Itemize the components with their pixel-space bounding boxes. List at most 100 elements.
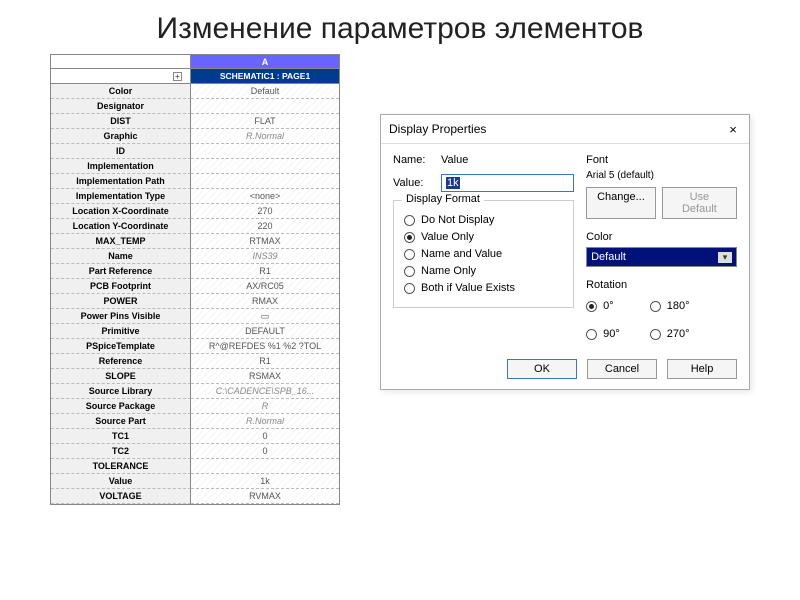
font-value: Arial 5 (default) bbox=[586, 170, 737, 181]
table-row[interactable]: MAX_TEMPRTMAX bbox=[51, 234, 339, 249]
schematic-expand-cell[interactable]: + bbox=[51, 69, 191, 84]
color-label: Color bbox=[586, 231, 737, 243]
property-name: Color bbox=[51, 84, 191, 99]
table-row[interactable]: Power Pins Visible▭ bbox=[51, 309, 339, 324]
property-value[interactable]: R1 bbox=[191, 264, 339, 279]
table-row[interactable]: ID bbox=[51, 144, 339, 159]
property-name: Implementation Path bbox=[51, 174, 191, 189]
property-value[interactable]: R^@REFDES %1 %2 ?TOL bbox=[191, 339, 339, 354]
table-row[interactable]: PrimitiveDEFAULT bbox=[51, 324, 339, 339]
ok-button[interactable]: OK bbox=[507, 359, 577, 379]
table-row[interactable]: Source PackageR bbox=[51, 399, 339, 414]
table-row[interactable]: Value1k bbox=[51, 474, 339, 489]
table-row[interactable]: TC20 bbox=[51, 444, 339, 459]
rotation-option[interactable]: 0° bbox=[586, 300, 620, 312]
table-row[interactable]: Location Y-Coordinate220 bbox=[51, 219, 339, 234]
radio-label: Both if Value Exists bbox=[421, 282, 515, 294]
table-row[interactable]: Part ReferenceR1 bbox=[51, 264, 339, 279]
property-value[interactable] bbox=[191, 159, 339, 174]
property-value[interactable]: <none> bbox=[191, 189, 339, 204]
rotation-option[interactable]: 180° bbox=[650, 300, 690, 312]
table-row[interactable]: SLOPERSMAX bbox=[51, 369, 339, 384]
expand-icon[interactable]: + bbox=[173, 72, 182, 81]
table-row[interactable]: DISTFLAT bbox=[51, 114, 339, 129]
property-value[interactable]: R.Normal bbox=[191, 414, 339, 429]
cancel-button[interactable]: Cancel bbox=[587, 359, 657, 379]
table-row[interactable]: ReferenceR1 bbox=[51, 354, 339, 369]
display-format-option[interactable]: Name and Value bbox=[404, 248, 563, 260]
property-value[interactable]: R1 bbox=[191, 354, 339, 369]
property-name: TC2 bbox=[51, 444, 191, 459]
display-format-option[interactable]: Do Not Display bbox=[404, 214, 563, 226]
property-name: Implementation Type bbox=[51, 189, 191, 204]
change-font-button[interactable]: Change... bbox=[586, 187, 656, 219]
display-format-option[interactable]: Value Only bbox=[404, 231, 563, 243]
table-row[interactable]: Implementation bbox=[51, 159, 339, 174]
rotation-option[interactable]: 90° bbox=[586, 328, 620, 340]
property-name: Implementation bbox=[51, 159, 191, 174]
table-row[interactable]: PSpiceTemplateR^@REFDES %1 %2 ?TOL bbox=[51, 339, 339, 354]
property-name: Primitive bbox=[51, 324, 191, 339]
property-value[interactable]: DEFAULT bbox=[191, 324, 339, 339]
table-row[interactable]: GraphicR.Normal bbox=[51, 129, 339, 144]
property-value[interactable]: ▭ bbox=[191, 309, 339, 324]
table-row[interactable]: TOLERANCE bbox=[51, 459, 339, 474]
property-value[interactable] bbox=[191, 99, 339, 114]
table-row[interactable]: Implementation Path bbox=[51, 174, 339, 189]
property-value[interactable]: AX/RC05 bbox=[191, 279, 339, 294]
radio-label: 90° bbox=[603, 328, 620, 340]
table-row[interactable]: POWERRMAX bbox=[51, 294, 339, 309]
schematic-header[interactable]: SCHEMATIC1 : PAGE1 bbox=[191, 69, 339, 84]
property-value[interactable]: 220 bbox=[191, 219, 339, 234]
table-row[interactable]: VOLTAGERVMAX bbox=[51, 489, 339, 504]
rotation-option[interactable]: 270° bbox=[650, 328, 690, 340]
property-name: Source Package bbox=[51, 399, 191, 414]
property-value[interactable]: INS39 bbox=[191, 249, 339, 264]
name-label: Name: bbox=[393, 154, 435, 166]
property-value[interactable] bbox=[191, 174, 339, 189]
display-format-option[interactable]: Both if Value Exists bbox=[404, 282, 563, 294]
table-row[interactable]: TC10 bbox=[51, 429, 339, 444]
property-name: PSpiceTemplate bbox=[51, 339, 191, 354]
property-value[interactable]: C:\CADENCE\SPB_16... bbox=[191, 384, 339, 399]
radio-label: 270° bbox=[667, 328, 690, 340]
table-row[interactable]: Source PartR.Normal bbox=[51, 414, 339, 429]
value-input[interactable]: 1k bbox=[441, 174, 574, 192]
property-value[interactable]: FLAT bbox=[191, 114, 339, 129]
property-value[interactable]: RSMAX bbox=[191, 369, 339, 384]
table-row[interactable]: Implementation Type<none> bbox=[51, 189, 339, 204]
radio-icon bbox=[586, 301, 597, 312]
property-value[interactable]: 0 bbox=[191, 444, 339, 459]
column-header-a[interactable]: A bbox=[191, 55, 339, 69]
property-value[interactable]: RVMAX bbox=[191, 489, 339, 504]
property-value[interactable]: 0 bbox=[191, 429, 339, 444]
radio-icon bbox=[404, 215, 415, 226]
radio-icon bbox=[404, 249, 415, 260]
use-default-font-button[interactable]: Use Default bbox=[662, 187, 737, 219]
property-value[interactable]: R bbox=[191, 399, 339, 414]
property-value[interactable] bbox=[191, 459, 339, 474]
radio-icon bbox=[404, 232, 415, 243]
display-format-option[interactable]: Name Only bbox=[404, 265, 563, 277]
color-select[interactable]: Default ▾ bbox=[586, 247, 737, 267]
radio-label: 180° bbox=[667, 300, 690, 312]
table-row[interactable]: Source LibraryC:\CADENCE\SPB_16... bbox=[51, 384, 339, 399]
property-value[interactable]: 270 bbox=[191, 204, 339, 219]
table-corner bbox=[51, 55, 191, 69]
property-value[interactable] bbox=[191, 144, 339, 159]
table-row[interactable]: Location X-Coordinate270 bbox=[51, 204, 339, 219]
property-value[interactable]: 1k bbox=[191, 474, 339, 489]
property-value[interactable]: R.Normal bbox=[191, 129, 339, 144]
property-value[interactable]: RMAX bbox=[191, 294, 339, 309]
table-row[interactable]: ColorDefault bbox=[51, 84, 339, 99]
name-value: Value bbox=[441, 154, 468, 166]
table-row[interactable]: NameINS39 bbox=[51, 249, 339, 264]
table-row[interactable]: Designator bbox=[51, 99, 339, 114]
property-value[interactable]: RTMAX bbox=[191, 234, 339, 249]
close-icon[interactable]: × bbox=[725, 121, 741, 137]
property-name: Source Library bbox=[51, 384, 191, 399]
font-label: Font bbox=[586, 154, 737, 166]
table-row[interactable]: PCB FootprintAX/RC05 bbox=[51, 279, 339, 294]
help-button[interactable]: Help bbox=[667, 359, 737, 379]
property-value[interactable]: Default bbox=[191, 84, 339, 99]
